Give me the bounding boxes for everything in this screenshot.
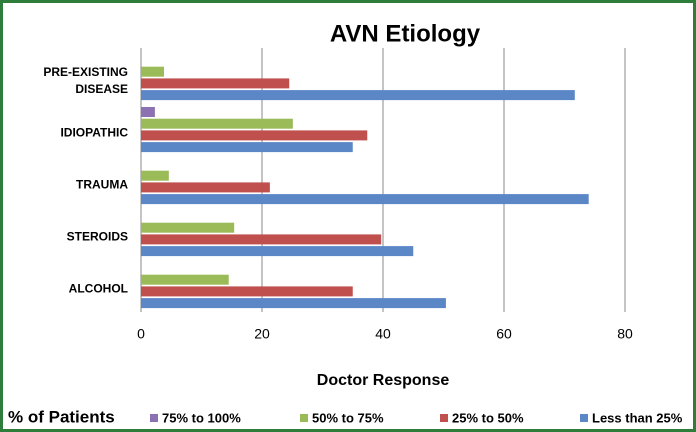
legend-title: % of Patients xyxy=(8,407,115,426)
category-label: STEROIDS xyxy=(66,229,128,244)
legend-swatch xyxy=(440,414,448,422)
bar xyxy=(141,286,353,297)
legend-swatch xyxy=(580,414,588,422)
bar xyxy=(141,107,155,117)
x-tick-label: 60 xyxy=(496,326,512,342)
x-tick-label: 40 xyxy=(375,326,391,342)
bar xyxy=(141,90,575,101)
bar xyxy=(141,222,235,233)
bar xyxy=(141,130,368,141)
bar xyxy=(141,66,164,77)
bar xyxy=(141,298,446,309)
bar xyxy=(141,274,229,285)
legend-label: 75% to 100% xyxy=(162,410,241,425)
legend-swatch xyxy=(150,414,158,422)
category-label: TRAUMA xyxy=(76,177,128,192)
chart-title: AVN Etiology xyxy=(330,20,481,47)
legend-label: 25% to 50% xyxy=(452,410,524,425)
legend-label: 50% to 75% xyxy=(312,410,384,425)
bar xyxy=(141,246,414,257)
bar xyxy=(141,118,293,129)
x-tick-label: 20 xyxy=(254,326,270,342)
bar xyxy=(141,194,589,205)
category-label: IDIOPATHIC xyxy=(60,125,128,140)
x-tick-label: 0 xyxy=(137,326,145,342)
bar xyxy=(141,170,169,181)
bar xyxy=(141,78,290,89)
bar xyxy=(141,234,382,245)
legend-swatch xyxy=(300,414,308,422)
category-label: ALCOHOL xyxy=(68,281,128,296)
legend-label: Less than 25% xyxy=(592,410,683,425)
category-label: PRE-EXISTING DISEASE xyxy=(43,65,128,96)
x-tick-label: 80 xyxy=(617,326,633,342)
x-axis-title: Doctor Response xyxy=(317,372,450,389)
bar xyxy=(141,182,270,193)
bar xyxy=(141,142,353,153)
